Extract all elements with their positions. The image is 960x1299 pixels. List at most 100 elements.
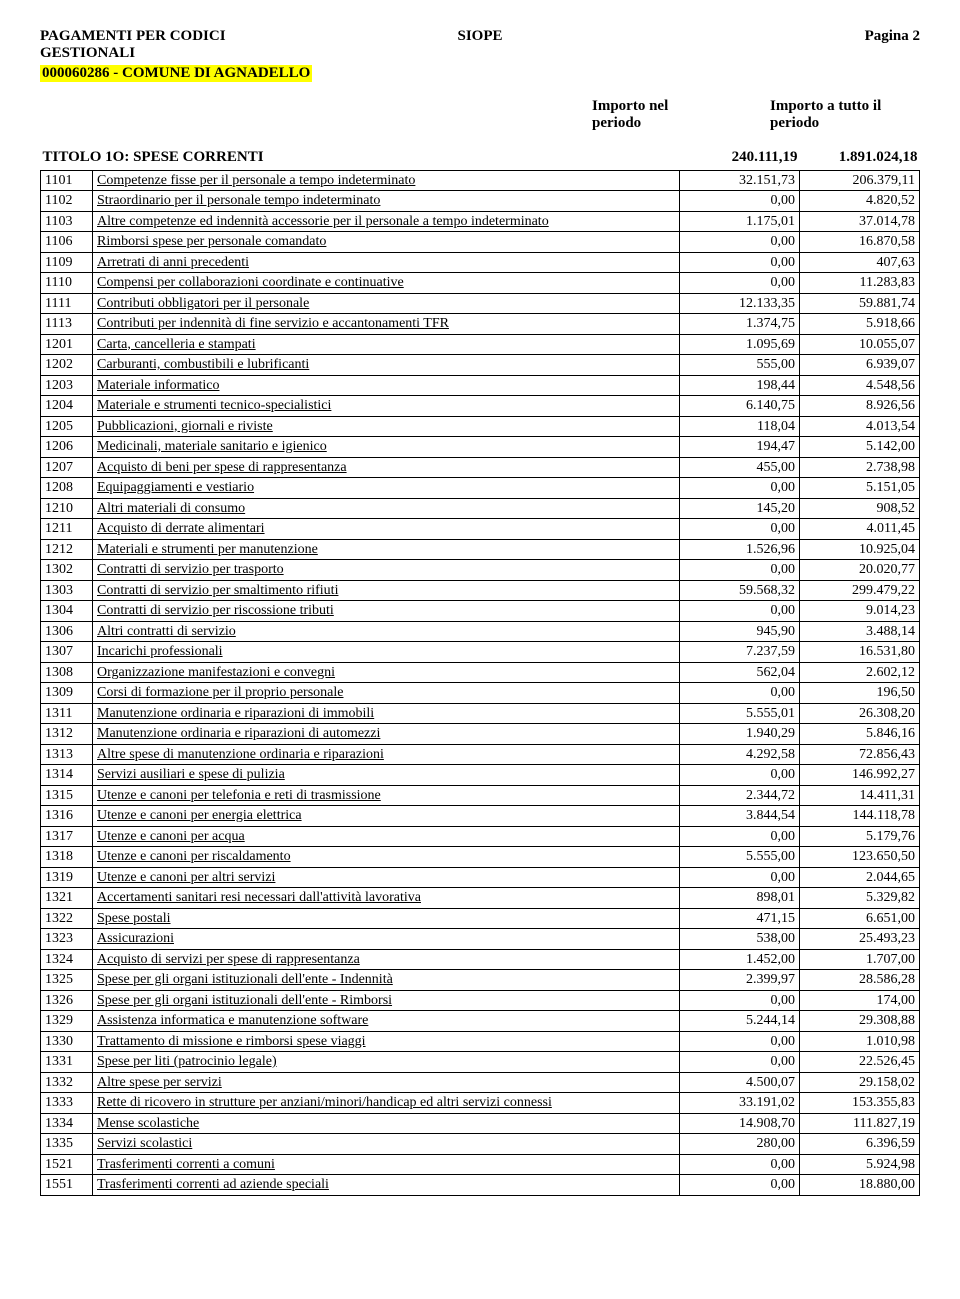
row-value-periodo: 3.844,54	[680, 806, 800, 827]
row-value-totale: 5.846,16	[800, 724, 920, 745]
row-value-totale: 299.479,22	[800, 580, 920, 601]
report-center-label: SIOPE	[457, 28, 502, 45]
row-code: 1212	[41, 539, 93, 560]
row-description: Contributi obbligatori per il personale	[93, 293, 680, 314]
table-row: 1551Trasferimenti correnti ad aziende sp…	[41, 1175, 920, 1196]
row-value-periodo: 1.374,75	[680, 314, 800, 335]
row-value-totale: 11.283,83	[800, 273, 920, 294]
section-total-periodo: 240.111,19	[680, 147, 800, 171]
row-code: 1204	[41, 396, 93, 417]
table-row: 1322Spese postali471,156.651,00	[41, 908, 920, 929]
row-description: Competenze fisse per il personale a temp…	[93, 170, 680, 191]
table-row: 1318Utenze e canoni per riscaldamento5.5…	[41, 847, 920, 868]
row-value-periodo: 32.151,73	[680, 170, 800, 191]
row-value-totale: 26.308,20	[800, 703, 920, 724]
row-value-periodo: 2.399,97	[680, 970, 800, 991]
row-code: 1210	[41, 498, 93, 519]
row-value-periodo: 280,00	[680, 1134, 800, 1155]
table-row: 1311Manutenzione ordinaria e riparazioni…	[41, 703, 920, 724]
table-row: 1319Utenze e canoni per altri servizi0,0…	[41, 867, 920, 888]
row-value-totale: 111.827,19	[800, 1113, 920, 1134]
row-code: 1206	[41, 437, 93, 458]
table-row: 1317Utenze e canoni per acqua0,005.179,7…	[41, 826, 920, 847]
column-headers: Importo nel periodo Importo a tutto il p…	[40, 98, 920, 133]
row-value-periodo: 0,00	[680, 1031, 800, 1052]
row-code: 1202	[41, 355, 93, 376]
row-description: Acquisto di servizi per spese di rappres…	[93, 949, 680, 970]
table-row: 1331Spese per liti (patrocinio legale)0,…	[41, 1052, 920, 1073]
row-description: Altri contratti di servizio	[93, 621, 680, 642]
table-row: 1316Utenze e canoni per energia elettric…	[41, 806, 920, 827]
row-value-totale: 2.044,65	[800, 867, 920, 888]
row-value-periodo: 7.237,59	[680, 642, 800, 663]
report-title: PAGAMENTI PER CODICI GESTIONALI 00006028…	[40, 28, 312, 82]
row-value-totale: 153.355,83	[800, 1093, 920, 1114]
row-value-totale: 5.924,98	[800, 1154, 920, 1175]
row-code: 1307	[41, 642, 93, 663]
row-code: 1329	[41, 1011, 93, 1032]
row-description: Compensi per collaborazioni coordinate e…	[93, 273, 680, 294]
row-description: Arretrati di anni precedenti	[93, 252, 680, 273]
row-code: 1551	[41, 1175, 93, 1196]
row-value-totale: 29.158,02	[800, 1072, 920, 1093]
row-value-periodo: 538,00	[680, 929, 800, 950]
row-value-totale: 6.396,59	[800, 1134, 920, 1155]
row-value-totale: 37.014,78	[800, 211, 920, 232]
row-code: 1306	[41, 621, 93, 642]
row-value-totale: 2.738,98	[800, 457, 920, 478]
table-row: 1207Acquisto di beni per spese di rappre…	[41, 457, 920, 478]
row-value-totale: 72.856,43	[800, 744, 920, 765]
row-value-periodo: 59.568,32	[680, 580, 800, 601]
row-code: 1314	[41, 765, 93, 786]
row-description: Spese per gli organi istituzionali dell'…	[93, 970, 680, 991]
row-code: 1330	[41, 1031, 93, 1052]
page-number: Pagina 2	[865, 28, 920, 45]
row-value-periodo: 14.908,70	[680, 1113, 800, 1134]
row-description: Spese postali	[93, 908, 680, 929]
row-code: 1113	[41, 314, 93, 335]
row-value-totale: 28.586,28	[800, 970, 920, 991]
table-row: 1334Mense scolastiche14.908,70111.827,19	[41, 1113, 920, 1134]
table-row: 1101Competenze fisse per il personale a …	[41, 170, 920, 191]
row-description: Servizi scolastici	[93, 1134, 680, 1155]
row-description: Utenze e canoni per riscaldamento	[93, 847, 680, 868]
row-value-totale: 10.055,07	[800, 334, 920, 355]
col-header-periodo: Importo nel periodo	[592, 98, 722, 133]
table-row: 1205Pubblicazioni, giornali e riviste118…	[41, 416, 920, 437]
row-value-periodo: 945,90	[680, 621, 800, 642]
row-value-periodo: 0,00	[680, 232, 800, 253]
table-row: 1309Corsi di formazione per il proprio p…	[41, 683, 920, 704]
row-value-periodo: 118,04	[680, 416, 800, 437]
row-description: Utenze e canoni per altri servizi	[93, 867, 680, 888]
table-row: 1304Contratti di servizio per riscossion…	[41, 601, 920, 622]
row-description: Straordinario per il personale tempo ind…	[93, 191, 680, 212]
table-row: 1210Altri materiali di consumo145,20908,…	[41, 498, 920, 519]
row-code: 1106	[41, 232, 93, 253]
row-code: 1335	[41, 1134, 93, 1155]
row-value-periodo: 0,00	[680, 601, 800, 622]
row-description: Equipaggiamenti e vestiario	[93, 478, 680, 499]
row-value-periodo: 5.555,01	[680, 703, 800, 724]
table-row: 1212Materiali e strumenti per manutenzio…	[41, 539, 920, 560]
row-value-totale: 25.493,23	[800, 929, 920, 950]
row-value-totale: 407,63	[800, 252, 920, 273]
row-code: 1211	[41, 519, 93, 540]
row-value-totale: 5.179,76	[800, 826, 920, 847]
row-description: Accertamenti sanitari resi necessari dal…	[93, 888, 680, 909]
row-value-periodo: 194,47	[680, 437, 800, 458]
table-row: 1312Manutenzione ordinaria e riparazioni…	[41, 724, 920, 745]
table-row: 1323Assicurazioni538,0025.493,23	[41, 929, 920, 950]
row-value-totale: 6.651,00	[800, 908, 920, 929]
row-description: Rette di ricovero in strutture per anzia…	[93, 1093, 680, 1114]
row-value-periodo: 0,00	[680, 519, 800, 540]
row-value-totale: 4.820,52	[800, 191, 920, 212]
row-code: 1309	[41, 683, 93, 704]
row-value-periodo: 2.344,72	[680, 785, 800, 806]
row-value-totale: 10.925,04	[800, 539, 920, 560]
row-value-periodo: 0,00	[680, 1052, 800, 1073]
row-description: Altre competenze ed indennità accessorie…	[93, 211, 680, 232]
row-value-periodo: 33.191,02	[680, 1093, 800, 1114]
table-row: 1314Servizi ausiliari e spese di pulizia…	[41, 765, 920, 786]
row-value-totale: 146.992,27	[800, 765, 920, 786]
row-code: 1323	[41, 929, 93, 950]
